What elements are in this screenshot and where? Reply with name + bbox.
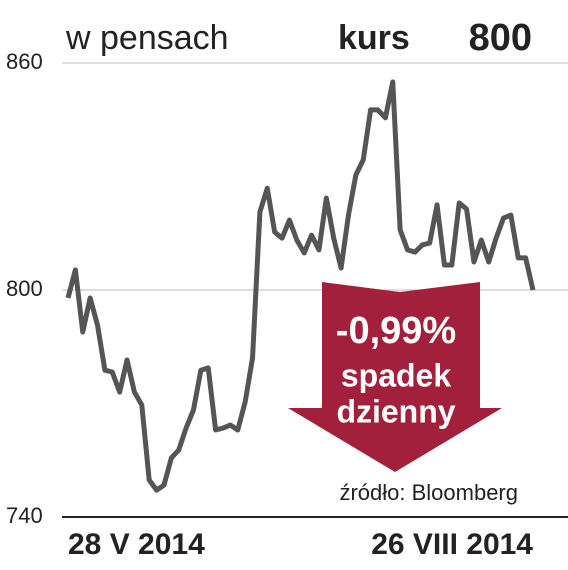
y-tick-label: 800 bbox=[6, 276, 43, 301]
annotation-text: -0,99% bbox=[336, 310, 456, 352]
line bbox=[65, 79, 536, 493]
x-tick-label: 26 VIII 2014 bbox=[371, 528, 533, 561]
annotation-text: dzienny bbox=[336, 393, 455, 429]
annotation-arrow bbox=[288, 282, 502, 472]
source: źródło: Bloomberg bbox=[339, 480, 518, 505]
annotation-text: spadek bbox=[341, 357, 451, 393]
x-tick-label: 28 V 2014 bbox=[68, 528, 205, 561]
current-value: 800 bbox=[469, 17, 532, 59]
y-tick-label: 860 bbox=[6, 49, 43, 74]
y-tick-label: 740 bbox=[6, 503, 43, 528]
y-axis-label: w pensach bbox=[65, 19, 229, 57]
current-label: kurs bbox=[338, 19, 410, 57]
